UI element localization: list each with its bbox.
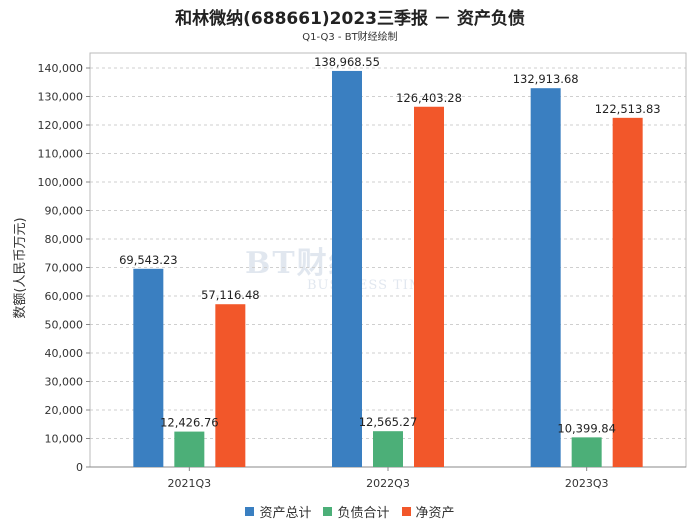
y-tick-label: 120,000 <box>38 119 84 132</box>
y-tick-label: 70,000 <box>45 262 84 275</box>
data-label: 122,513.83 <box>595 102 661 116</box>
legend-swatch <box>401 507 411 516</box>
data-label: 12,565.27 <box>359 415 418 429</box>
bar <box>530 88 561 467</box>
y-tick-label: 100,000 <box>38 176 84 189</box>
legend-label: 净资产 <box>415 506 455 521</box>
data-label: 126,403.28 <box>396 91 462 105</box>
legend: 资产总计 负债合计 净资产 <box>0 502 700 521</box>
chart-title: 和林微纳(688661)2023三季报 － 资产负债 <box>175 9 525 29</box>
y-tick-label: 110,000 <box>38 148 84 161</box>
y-tick-label: 60,000 <box>45 290 84 303</box>
data-label: 12,426.76 <box>160 416 219 430</box>
legend-label: 负债合计 <box>337 506 390 521</box>
legend-item: 净资产 <box>401 502 455 521</box>
data-label: 10,399.84 <box>557 421 616 435</box>
legend-item: 资产总计 <box>245 502 311 521</box>
legend-label: 资产总计 <box>259 506 312 521</box>
legend-swatch <box>245 507 255 516</box>
x-tick-label: 2023Q3 <box>565 477 609 490</box>
bar <box>612 117 643 468</box>
y-tick-label: 140,000 <box>38 62 84 75</box>
bar <box>571 437 602 467</box>
y-tick-label: 80,000 <box>45 233 84 246</box>
y-tick-label: 40,000 <box>45 347 84 360</box>
data-label: 138,968.55 <box>314 55 380 69</box>
x-tick-label: 2022Q3 <box>366 477 410 490</box>
bar <box>215 304 246 467</box>
bar <box>373 431 403 467</box>
y-axis-label: 数额(人民币万元) <box>13 217 28 318</box>
data-labels: 69,543.23 12,426.76 57,116.48 138,968.55 12,… <box>119 55 661 435</box>
bar <box>174 431 205 467</box>
grid-lines <box>90 67 686 439</box>
y-tick-label: 30,000 <box>45 376 84 389</box>
bar <box>133 268 164 467</box>
x-tick-label: 2021Q3 <box>168 477 212 490</box>
data-label: 132,913.68 <box>513 72 579 86</box>
y-tick-label: 50,000 <box>45 319 84 332</box>
bar <box>414 106 444 468</box>
data-label: 57,116.48 <box>201 288 260 302</box>
y-tick-label: 130,000 <box>38 91 84 104</box>
bars <box>133 70 643 468</box>
y-tick-label: 20,000 <box>45 404 84 417</box>
data-label: 69,543.23 <box>119 253 178 267</box>
y-tick-label: 0 <box>76 461 83 474</box>
y-tick-label: 90,000 <box>45 205 84 218</box>
legend-swatch <box>323 507 333 516</box>
chart-subtitle: Q1-Q3 - BT财经绘制 <box>302 32 398 43</box>
legend-item: 负债合计 <box>323 502 390 521</box>
y-tick-label: 10,000 <box>45 433 84 446</box>
bar <box>332 70 362 467</box>
